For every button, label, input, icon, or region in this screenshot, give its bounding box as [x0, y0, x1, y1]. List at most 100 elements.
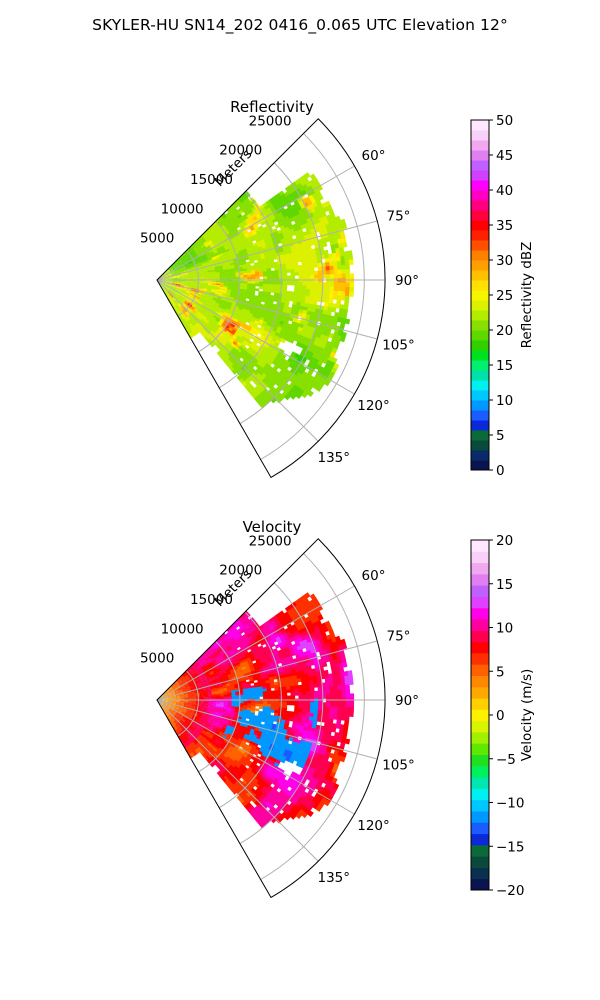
data-cell — [220, 238, 226, 243]
data-cell — [167, 273, 173, 276]
data-cell — [207, 275, 213, 278]
data-cell — [199, 307, 204, 312]
data-cell — [160, 280, 166, 282]
data-cell — [285, 290, 291, 295]
data-cell — [183, 269, 188, 272]
data-cell — [226, 266, 232, 270]
data-cell — [202, 327, 208, 332]
data-cell — [218, 292, 224, 296]
data-cell — [180, 274, 185, 276]
data-cell — [175, 309, 179, 315]
data-cell — [167, 285, 172, 288]
data-cell — [210, 325, 215, 330]
data-cell — [246, 289, 252, 293]
data-cell — [204, 313, 210, 318]
data-cell — [299, 305, 305, 311]
data-cell — [168, 266, 173, 270]
data-cell — [308, 296, 314, 301]
data-cell — [301, 264, 307, 269]
data-cell — [171, 292, 176, 297]
data-cell — [219, 282, 225, 285]
data-cell — [169, 268, 174, 272]
data-cell — [184, 254, 189, 259]
data-cell — [243, 281, 248, 284]
data-cell — [214, 229, 220, 234]
data-cell — [246, 265, 252, 269]
data-cell — [190, 317, 195, 323]
data-cell — [184, 282, 189, 284]
data-cell — [337, 278, 343, 283]
data-cell — [196, 317, 201, 322]
data-cell — [281, 263, 287, 268]
data-cell — [231, 277, 237, 280]
data-cell — [258, 266, 264, 270]
data-cell — [209, 252, 215, 256]
data-cell — [182, 259, 187, 263]
data-cell — [164, 281, 170, 283]
data-cell — [196, 310, 202, 315]
data-cell — [200, 275, 205, 277]
data-cell — [331, 307, 337, 313]
data-cell — [222, 293, 227, 297]
data-cell — [295, 247, 301, 253]
data-cell — [182, 314, 187, 319]
data-cell — [242, 317, 248, 322]
data-cell — [185, 317, 189, 322]
data-cell — [305, 264, 311, 269]
data-cell — [286, 275, 292, 279]
data-cell — [191, 245, 197, 250]
data-cell — [165, 287, 170, 292]
data-cell — [198, 255, 203, 259]
data-cell — [290, 275, 296, 279]
data-cell — [266, 265, 271, 269]
data-cell — [201, 261, 206, 265]
data-cell — [270, 284, 276, 288]
data-cell — [172, 277, 178, 278]
data-cell — [187, 271, 193, 274]
data-cell — [164, 275, 169, 278]
data-cell — [198, 300, 204, 305]
data-cell — [187, 284, 193, 287]
data-cell — [183, 303, 188, 307]
data-cell — [177, 258, 182, 262]
data-cell — [179, 295, 184, 299]
data-cell — [279, 305, 285, 310]
colorbar-segment — [471, 410, 489, 421]
data-cell — [211, 284, 217, 287]
data-cell — [191, 286, 197, 289]
data-cell — [200, 259, 205, 263]
data-cell — [201, 333, 207, 339]
data-cell — [209, 250, 215, 255]
data-cell — [163, 272, 167, 276]
data-cell — [236, 320, 243, 325]
data-cell — [211, 273, 217, 276]
data-cell — [167, 284, 173, 287]
data-cell — [275, 339, 281, 345]
data-cell — [296, 254, 302, 260]
colorbar-tick-label: 35 — [496, 218, 513, 234]
data-cell — [164, 282, 169, 285]
data-cell — [227, 301, 233, 305]
data-cell — [202, 292, 207, 296]
data-cell — [280, 257, 286, 262]
data-cell — [255, 283, 260, 287]
data-cell — [235, 284, 240, 288]
data-cell — [195, 328, 200, 334]
data-cell — [221, 306, 227, 311]
data-cell — [180, 300, 185, 305]
data-cell — [165, 293, 168, 298]
data-cell — [199, 288, 204, 291]
data-cell — [293, 294, 299, 299]
data-cell — [179, 306, 184, 311]
data-cell — [164, 288, 168, 293]
data-cell — [204, 260, 210, 264]
data-cell — [188, 282, 193, 284]
data-cell — [165, 269, 170, 273]
data-cell — [202, 322, 207, 327]
data-cell — [192, 280, 197, 282]
data-cell — [247, 285, 252, 289]
data-cell — [252, 314, 258, 319]
data-cell — [290, 281, 296, 286]
data-cell — [238, 264, 244, 268]
